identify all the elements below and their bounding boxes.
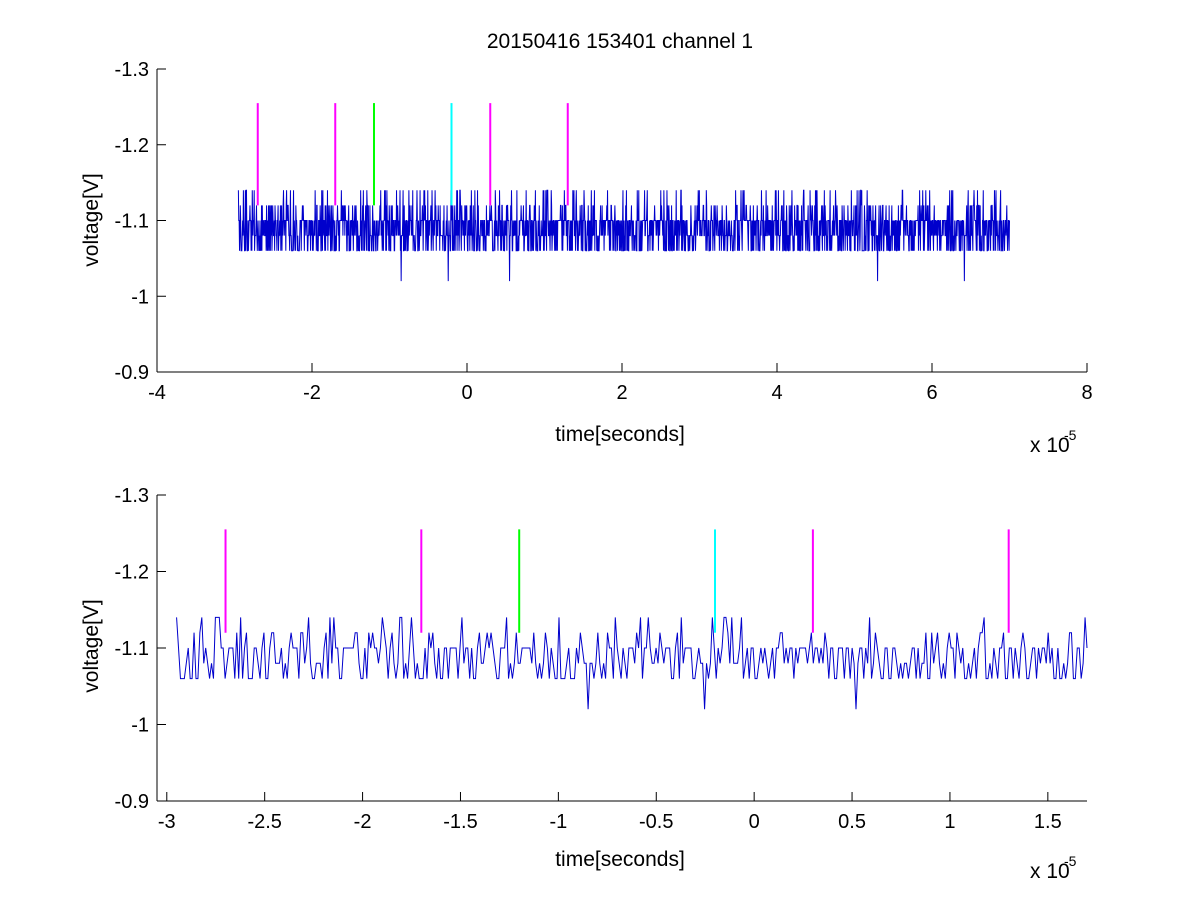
bottom-signal-line [176,616,1088,710]
top-x-tick-label: 4 [771,382,782,404]
bottom-x-tick-label: 1.5 [1034,811,1062,833]
top-y-tick-label: -0.9 [115,362,149,384]
top-ylabel: voltage[V] [80,173,103,266]
top-y-tick-label: -1 [131,286,149,308]
bottom-axes: -3 -2.5 -2 -1.5 -1 -0.5 0 0.5 1 1.5 -0.9 -1 -1.1 -1.2… [80,485,1088,883]
bottom-x-exponent-base: x 10 [1030,860,1070,883]
top-xlabel: time[seconds] [555,423,685,446]
top-y-tick-label: -1.3 [115,59,149,81]
top-x-exponent-power: -5 [1064,427,1077,443]
top-axis-layer: -4 -2 0 2 4 6 8 -0.9 -1 -1.1 -1.2 -1.3 [115,59,1093,404]
top-x-tick-label: 0 [461,382,472,404]
bottom-y-tick-label: -1 [131,715,149,737]
top-x-tick-label: -2 [303,382,321,404]
bottom-x-tick-label: -2 [354,811,372,833]
bottom-y-tick-label: -1.2 [115,562,149,584]
bottom-x-tick-label: -1 [549,811,567,833]
bottom-axis-layer: -3 -2.5 -2 -1.5 -1 -0.5 0 0.5 1 1.5 -0.9 -1 -1.1 -1.2… [115,485,1087,833]
bottom-x-exponent-power: -5 [1064,853,1077,869]
figure-title: 20150416 153401 channel 1 [487,30,753,53]
bottom-x-tick-label: -1.5 [443,811,477,833]
bottom-xlabel: time[seconds] [555,848,685,871]
top-x-tick-label: 6 [926,382,937,404]
bottom-y-tick-label: -0.9 [115,791,149,813]
bottom-label-layer: time[seconds] voltage[V] x 10 -5 [80,599,1077,883]
top-x-exponent-base: x 10 [1030,434,1070,457]
top-label-layer: time[seconds] voltage[V] x 10 -5 [80,173,1077,457]
top-signal-layer [237,189,1010,282]
bottom-x-tick-label: 0 [749,811,760,833]
bottom-signal-layer [176,616,1088,710]
bottom-x-tick-label: -0.5 [639,811,673,833]
top-x-tick-label: 8 [1081,382,1092,404]
bottom-x-tick-label: -3 [158,811,176,833]
top-y-tick-label: -1.2 [115,135,149,157]
top-y-tick-label: -1.1 [115,211,149,233]
top-x-tick-label: 2 [616,382,627,404]
top-marker-layer [256,103,569,206]
bottom-y-tick-label: -1.1 [115,638,149,660]
top-x-tick-label: -4 [148,382,166,404]
bottom-x-tick-label: 0.5 [838,811,866,833]
bottom-y-tick-label: -1.3 [115,485,149,507]
bottom-x-tick-label: 1 [944,811,955,833]
top-axes: -4 -2 0 2 4 6 8 -0.9 -1 -1.1 -1.2 -1.3 time[seconds… [80,59,1093,457]
top-signal-line [237,189,1010,282]
bottom-ylabel: voltage[V] [80,599,103,692]
bottom-x-tick-label: -2.5 [247,811,281,833]
bottom-marker-layer [224,529,1010,633]
